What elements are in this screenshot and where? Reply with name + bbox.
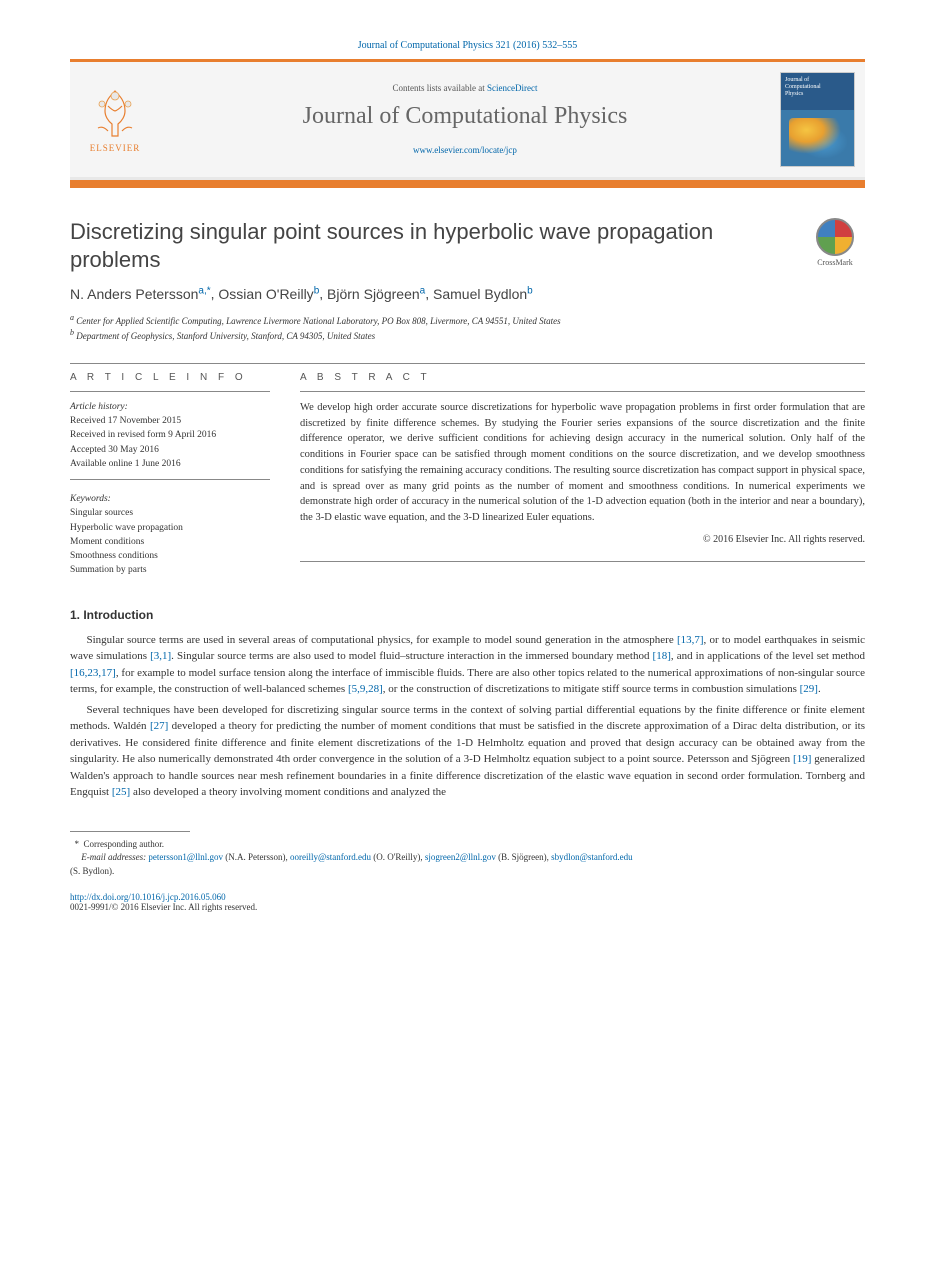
affiliation: a Center for Applied Scientific Computin… xyxy=(70,312,865,328)
author: Björn Sjögreena xyxy=(327,286,425,302)
author-sup: a,* xyxy=(198,285,210,296)
citation-link[interactable]: [19] xyxy=(793,753,811,765)
crossmark-icon xyxy=(816,218,854,256)
citation-link[interactable]: [3,1] xyxy=(150,650,171,662)
journal-cover-thumbnail[interactable]: Journal of Computational Physics xyxy=(780,72,855,167)
email-link[interactable]: sjogreen2@llnl.gov xyxy=(425,852,496,862)
keyword: Hyperbolic wave propagation xyxy=(70,521,270,535)
journal-title: Journal of Computational Physics xyxy=(150,103,780,130)
doi-block: http://dx.doi.org/10.1016/j.jcp.2016.05.… xyxy=(70,892,865,912)
author: N. Anders Peterssona,* xyxy=(70,286,211,302)
divider xyxy=(300,391,865,392)
divider xyxy=(70,479,270,480)
author-sup: b xyxy=(527,285,533,296)
contents-text: Contents lists available at xyxy=(393,83,487,93)
sciencedirect-link[interactable]: ScienceDirect xyxy=(487,83,537,93)
intro-paragraph-2: Several techniques have been developed f… xyxy=(70,702,865,801)
citation-link[interactable]: [18] xyxy=(653,650,671,662)
email-link[interactable]: sbydlon@stanford.edu xyxy=(551,852,633,862)
citation-link[interactable]: [25] xyxy=(112,786,130,798)
author-sup: b xyxy=(314,285,320,296)
revised-date: Received in revised form 9 April 2016 xyxy=(70,428,270,442)
divider xyxy=(70,391,270,392)
divider xyxy=(300,561,865,562)
keyword: Singular sources xyxy=(70,506,270,520)
email-addresses: E-mail addresses: petersson1@llnl.gov (N… xyxy=(70,851,865,878)
author: Ossian O'Reillyb xyxy=(218,286,319,302)
abstract-text: We develop high order accurate source di… xyxy=(300,400,865,526)
keywords-label: Keywords: xyxy=(70,492,270,506)
crossmark-label: CrossMark xyxy=(805,258,865,267)
article-info-column: A R T I C L E I N F O Article history: R… xyxy=(70,372,270,578)
crossmark-badge[interactable]: CrossMark xyxy=(805,218,865,267)
header-center: Contents lists available at ScienceDirec… xyxy=(150,83,780,157)
keyword: Summation by parts xyxy=(70,563,270,577)
contents-available-line: Contents lists available at ScienceDirec… xyxy=(150,83,780,93)
accepted-date: Accepted 30 May 2016 xyxy=(70,443,270,457)
introduction-heading: 1. Introduction xyxy=(70,608,865,622)
journal-url-link[interactable]: www.elsevier.com/locate/jcp xyxy=(413,145,517,155)
footnote-separator xyxy=(70,831,190,832)
article-history: Article history: Received 17 November 20… xyxy=(70,400,270,471)
citation-link[interactable]: [29] xyxy=(800,683,818,695)
elsevier-text: ELSEVIER xyxy=(90,143,141,153)
keyword: Moment conditions xyxy=(70,535,270,549)
footnote-block: * Corresponding author. E-mail addresses… xyxy=(70,838,865,879)
citation-link[interactable]: [5,9,28] xyxy=(348,683,383,695)
keywords-block: Keywords: Singular sources Hyperbolic wa… xyxy=(70,492,270,578)
author-sup: a xyxy=(420,285,426,296)
abstract-label: A B S T R A C T xyxy=(300,372,865,383)
elsevier-tree-icon xyxy=(90,86,140,141)
citation-link[interactable]: [16,23,17] xyxy=(70,667,116,679)
elsevier-logo[interactable]: ELSEVIER xyxy=(80,80,150,160)
email-link[interactable]: petersson1@llnl.gov xyxy=(148,852,223,862)
abstract-copyright: © 2016 Elsevier Inc. All rights reserved… xyxy=(300,534,865,545)
info-abstract-row: A R T I C L E I N F O Article history: R… xyxy=(70,372,865,578)
cover-graphic xyxy=(789,118,847,158)
corresponding-author-note: * Corresponding author. xyxy=(70,838,865,852)
affiliation: b Department of Geophysics, Stanford Uni… xyxy=(70,327,865,343)
divider xyxy=(70,363,865,364)
email-link[interactable]: ooreilly@stanford.edu xyxy=(290,852,371,862)
citation-header: Journal of Computational Physics 321 (20… xyxy=(70,40,865,51)
abstract-column: A B S T R A C T We develop high order ac… xyxy=(300,372,865,578)
bottom-orange-divider xyxy=(70,180,865,188)
article-info-label: A R T I C L E I N F O xyxy=(70,372,270,383)
affiliations: a Center for Applied Scientific Computin… xyxy=(70,312,865,343)
intro-paragraph-1: Singular source terms are used in severa… xyxy=(70,632,865,698)
author-list: N. Anders Peterssona,*, Ossian O'Reillyb… xyxy=(70,285,865,302)
keyword: Smoothness conditions xyxy=(70,549,270,563)
online-date: Available online 1 June 2016 xyxy=(70,457,270,471)
received-date: Received 17 November 2015 xyxy=(70,414,270,428)
citation-link[interactable]: [27] xyxy=(150,720,168,732)
title-row: Discretizing singular point sources in h… xyxy=(70,218,865,273)
article-title: Discretizing singular point sources in h… xyxy=(70,218,805,273)
author: Samuel Bydlonb xyxy=(433,286,533,302)
issn-copyright: 0021-9991/© 2016 Elsevier Inc. All right… xyxy=(70,902,257,912)
history-label: Article history: xyxy=(70,400,270,414)
cover-text: Journal of Computational Physics xyxy=(785,77,821,99)
journal-header-box: ELSEVIER Contents lists available at Sci… xyxy=(70,62,865,180)
citation-link[interactable]: [13,7] xyxy=(677,634,704,646)
doi-link[interactable]: http://dx.doi.org/10.1016/j.jcp.2016.05.… xyxy=(70,892,226,902)
